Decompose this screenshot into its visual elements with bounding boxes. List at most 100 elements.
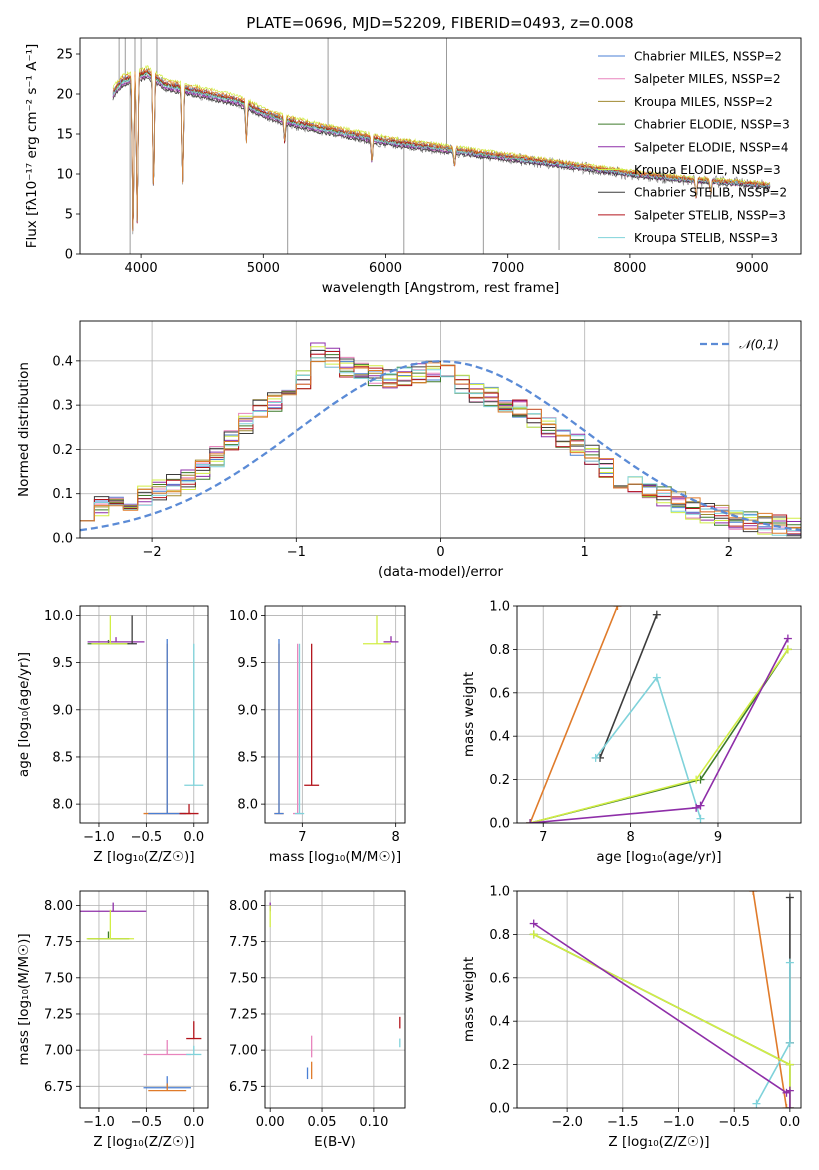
y-tick-label: 6.75 [44,1080,73,1095]
y-tick-label: 10.0 [229,609,258,624]
x-tick-label: 0.0 [780,1115,801,1130]
spectrum-model-line [112,76,771,231]
figure-title: PLATE=0696, MJD=52209, FIBERID=0493, z=0… [246,14,633,32]
y-tick-label: 0.8 [489,928,510,943]
spectrum-model-line [112,72,771,231]
weight-line [530,638,789,823]
y-tick-label: 7.00 [229,1044,258,1059]
x-axis-label: Z [log₁₀(Z/Z☉)] [93,1134,194,1150]
y-axis-label: mass weight [461,672,477,757]
plus-marker [785,1104,794,1108]
weight-line [594,675,702,819]
y-tick-label: 0.3 [52,399,73,414]
plus-marker [526,819,535,823]
y-tick-label: 6.75 [229,1080,258,1095]
data-point [87,637,145,643]
y-axis-label: Flux [fλ10⁻¹⁷ erg cm⁻² s⁻¹ A⁻¹] [24,44,40,249]
chart-age_vs_mass: 7 8 8.0 8.5 9.0 9.5 10.0 mass [log₁₀(M/M☉)] [229,606,405,865]
spectrum-model-line [112,68,771,232]
data-point [80,902,147,912]
y-tick-label: 8.0 [52,798,73,813]
plot-area-age_vs_Z [87,615,204,815]
y-axis-label: mass weight [461,957,477,1042]
y-tick-label: 15 [56,128,73,143]
y-tick-label: 7.25 [44,1007,73,1022]
plot-area-massweight_vs_age [526,606,792,823]
y-tick-label: 25 [56,48,73,63]
y-tick-label: 0.2 [52,443,73,458]
plus-marker [785,893,794,902]
data-point [293,643,303,815]
y-tick-label: 0.4 [52,354,73,369]
plus-marker [692,775,701,784]
plus-marker [783,634,792,643]
y-tick-label: 0.2 [489,1058,510,1073]
chart-age_vs_Z: −1.0 −0.5 0.0 8.0 8.5 9.0 9.5 10.0 Z [log₁₀(Z/Z☉… [16,606,208,865]
grid-age_vs_Z [80,606,208,823]
data-point [148,1083,187,1092]
x-tick-label: 0.0 [183,830,204,845]
y-tick-label: 0.2 [489,773,510,788]
y-tick-label: 5 [65,208,73,223]
data-point [87,931,130,940]
y-tick-label: 0.0 [489,1102,510,1117]
x-tick-label: −1.0 [83,830,115,845]
plus-marker [652,673,661,682]
chart-residuals: −2 −1 0 1 2 0.0 0.1 0.2 0.3 0.4 (data-model)/error… [16,321,801,580]
plot-area-massweight_vs_Z [529,891,794,1108]
x-axis-label: Z [log₁₀(Z/Z☉)] [93,849,194,865]
plus-marker [749,891,758,895]
axes-frame [79,37,802,255]
plus-marker [696,814,705,823]
legend-spectrum: Chabrier MILES, NSSP=2 Salpeter MILES, NS… [598,50,790,245]
data-point [304,643,320,786]
axes-frame [264,605,406,824]
x-tick-label: −2 [143,545,162,560]
x-tick-label: 8 [626,830,634,845]
plus-marker [752,1099,761,1108]
legend-label: 𝒩(0,1) [739,338,779,352]
x-tick-label: 7000 [491,261,524,276]
x-tick-label: −1 [287,545,306,560]
chart-spectrum: 4000 5000 6000 7000 8000 9000 0 5 10 15 20 25 wavele… [24,38,771,296]
x-axis-label: wavelength [Angstrom, rest frame] [322,280,560,296]
plus-marker [613,606,622,610]
x-tick-label: 8000 [613,261,646,276]
data-point [184,643,204,786]
x-tick-label: 2 [725,545,733,560]
plus-marker [783,645,792,654]
plot-area-mass_vs_Z [80,902,202,1092]
chart-massweight_vs_age: 7 8 9 0.0 0.2 0.4 0.6 0.8 1.0 age [log₁₀(age/yr)]… [461,600,801,865]
y-tick-label: 9.0 [237,703,258,718]
data-point [186,1021,202,1040]
x-axis-label: E(B-V) [314,1134,356,1150]
data-point [148,639,187,815]
plus-marker [652,610,661,619]
y-tick-label: 7.25 [229,1007,258,1022]
grid-mass_vs_EBV [265,891,405,1108]
data-point [91,615,130,645]
x-tick-label: −1.5 [607,1115,639,1130]
y-tick-label: 8.00 [229,899,258,914]
y-tick-label: 1.0 [489,885,510,900]
y-tick-label: 0.4 [489,730,510,745]
plus-marker [591,753,600,762]
weight-line [752,891,788,1108]
x-tick-label: 7 [298,830,306,845]
legend-label: Salpeter STELIB, NSSP=3 [634,208,786,222]
y-tick-label: 9.0 [52,703,73,718]
axes-frame [264,890,406,1109]
plus-marker [785,1060,794,1069]
x-tick-label: 9000 [736,261,769,276]
grid-residuals [80,321,801,539]
y-tick-label: 9.5 [52,656,73,671]
y-axis-label: mass [log₁₀(M/M☉)] [16,933,32,1065]
y-tick-label: 0 [65,248,73,263]
y-tick-label: 10 [56,168,73,183]
data-point [186,1045,202,1056]
data-point [294,643,305,815]
weight-line [529,606,619,823]
legend-residuals: 𝒩(0,1) [700,338,779,352]
histogram-step [80,360,801,534]
